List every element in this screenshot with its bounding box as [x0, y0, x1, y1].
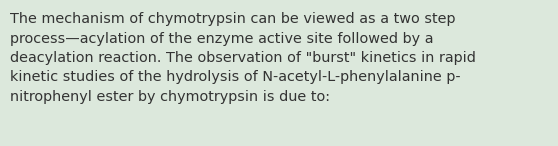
Text: The mechanism of chymotrypsin can be viewed as a two step
process—acylation of t: The mechanism of chymotrypsin can be vie…: [10, 12, 476, 104]
